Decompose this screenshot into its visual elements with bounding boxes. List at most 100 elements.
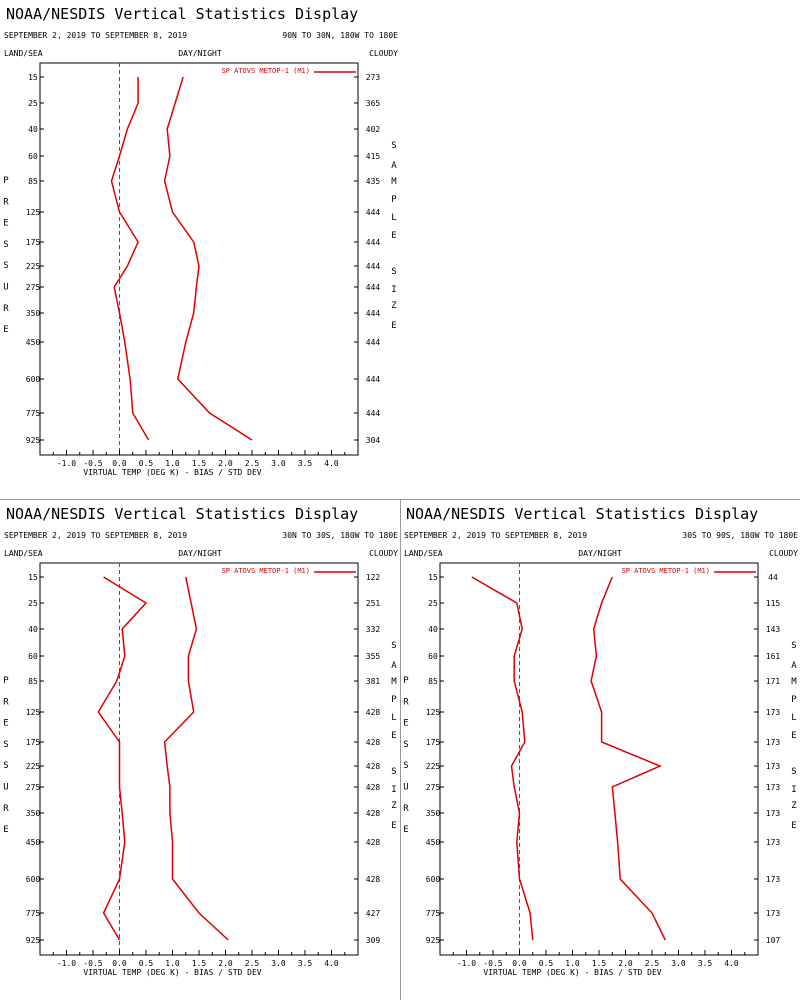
pressure-label: 775 [26, 909, 41, 918]
sample-size-label: 44 [768, 573, 778, 582]
x-tick-label: 1.5 [192, 959, 207, 968]
x-tick-label: 2.0 [218, 959, 233, 968]
x-tick-label: -0.5 [483, 959, 502, 968]
legend-label: SP ATOVS METOP-1 (M1) [221, 567, 310, 575]
pressure-label: 125 [426, 708, 441, 717]
x-tick-label: 2.5 [645, 959, 660, 968]
y-axis-label-letter: P [3, 676, 9, 686]
y-axis-label-letter: R [3, 304, 9, 314]
sample-size-label: 428 [366, 838, 381, 847]
pressure-label: 225 [26, 262, 41, 271]
right-axis-label-letter: A [791, 661, 797, 671]
sample-size-label: 444 [366, 283, 381, 292]
pressure-label: 175 [26, 238, 41, 247]
y-axis-label-letter: P [403, 676, 409, 686]
sample-size-label: 173 [766, 875, 781, 884]
sample-size-label: 161 [766, 652, 781, 661]
std-dev-series-line [163, 576, 229, 941]
right-axis-label-letter: S [791, 641, 796, 651]
y-axis-label-letter: S [403, 761, 408, 771]
std-dev-series-line [163, 76, 253, 441]
x-tick-label: 0.0 [112, 459, 127, 468]
date-range: SEPTEMBER 2, 2019 TO SEPTEMBER 8, 2019 [404, 531, 587, 540]
chart-panel-tropics: NOAA/NESDIS Vertical Statistics Display S… [0, 500, 400, 1000]
sample-size-label: 173 [766, 909, 781, 918]
pressure-label: 450 [26, 838, 41, 847]
right-axis-label-letter: M [791, 677, 797, 687]
date-range: SEPTEMBER 2, 2019 TO SEPTEMBER 8, 2019 [4, 31, 187, 40]
pressure-label: 925 [26, 436, 41, 445]
pressure-label: 925 [26, 936, 41, 945]
y-axis-label-letter: R [3, 804, 9, 814]
right-axis-label-letter: I [791, 785, 796, 795]
x-tick-label: 0.5 [539, 959, 554, 968]
y-axis-label-letter: S [3, 761, 8, 771]
sample-size-label: 173 [766, 762, 781, 771]
x-tick-label: 2.0 [618, 959, 633, 968]
right-axis-label-letter: P [391, 695, 397, 705]
sample-size-label: 173 [766, 783, 781, 792]
y-axis-label-letter: R [3, 697, 9, 707]
right-axis-label-letter: I [391, 285, 396, 295]
right-axis-label-letter: S [391, 767, 396, 777]
sample-size-label: 444 [366, 309, 381, 318]
sample-size-label: 444 [366, 238, 381, 247]
right-axis-label-letter: E [791, 731, 796, 741]
x-tick-label: 2.5 [245, 459, 260, 468]
y-axis-label-letter: U [3, 783, 8, 793]
y-axis-label-letter: R [3, 197, 9, 207]
sample-size-label: 415 [366, 152, 381, 161]
y-axis-label-letter: E [3, 719, 8, 729]
right-axis-label-letter: E [391, 821, 396, 831]
day-night-label: DAY/NIGHT [578, 549, 622, 558]
sample-size-label: 444 [366, 208, 381, 217]
sample-size-label: 381 [366, 677, 381, 686]
x-axis-label: VIRTUAL TEMP (DEG K) - BIAS / STD DEV [83, 968, 261, 977]
pressure-label: 775 [426, 909, 441, 918]
sample-size-label: 171 [766, 677, 781, 686]
sample-size-label: 304 [366, 436, 381, 445]
x-tick-label: 4.0 [324, 959, 339, 968]
sample-size-label: 428 [366, 809, 381, 818]
sample-size-label: 173 [766, 809, 781, 818]
right-axis-label-letter: P [791, 695, 797, 705]
pressure-label: 40 [28, 125, 38, 134]
right-axis-label-letter: E [791, 821, 796, 831]
sample-size-label: 173 [766, 708, 781, 717]
land-sea-label: LAND/SEA [404, 549, 443, 558]
x-tick-label: 3.0 [271, 459, 286, 468]
x-tick-label: 0.0 [512, 959, 527, 968]
region-label: 30N TO 30S, 180W TO 180E [282, 531, 398, 540]
sample-size-label: 428 [366, 783, 381, 792]
legend-label: SP ATOVS METOP-1 (M1) [621, 567, 710, 575]
right-axis-label-letter: L [391, 213, 396, 223]
pressure-label: 125 [26, 708, 41, 717]
pressure-label: 40 [28, 625, 38, 634]
sample-size-label: 355 [366, 652, 381, 661]
y-axis-label-letter: R [403, 804, 409, 814]
sample-size-label: 107 [766, 936, 781, 945]
x-tick-label: 0.5 [139, 959, 154, 968]
pressure-label: 350 [426, 809, 441, 818]
sample-size-label: 444 [366, 375, 381, 384]
x-tick-label: 1.0 [165, 459, 180, 468]
pressure-label: 60 [28, 652, 38, 661]
land-sea-label: LAND/SEA [4, 49, 43, 58]
pressure-label: 40 [428, 625, 438, 634]
right-axis-label-letter: E [391, 731, 396, 741]
pressure-label: 85 [428, 677, 438, 686]
right-axis-label-letter: M [391, 677, 397, 687]
sample-size-label: 143 [766, 625, 781, 634]
x-tick-label: 0.5 [139, 459, 154, 468]
pressure-label: 25 [28, 99, 38, 108]
bias-series-line [110, 77, 150, 441]
sample-size-label: 428 [366, 708, 381, 717]
sample-size-label: 444 [366, 262, 381, 271]
right-axis-label-letter: S [391, 141, 396, 151]
pressure-label: 600 [26, 875, 41, 884]
plot-frame [39, 62, 359, 456]
x-tick-label: 1.0 [565, 959, 580, 968]
cloudy-label: CLOUDY [369, 549, 398, 558]
pressure-label: 85 [28, 177, 38, 186]
